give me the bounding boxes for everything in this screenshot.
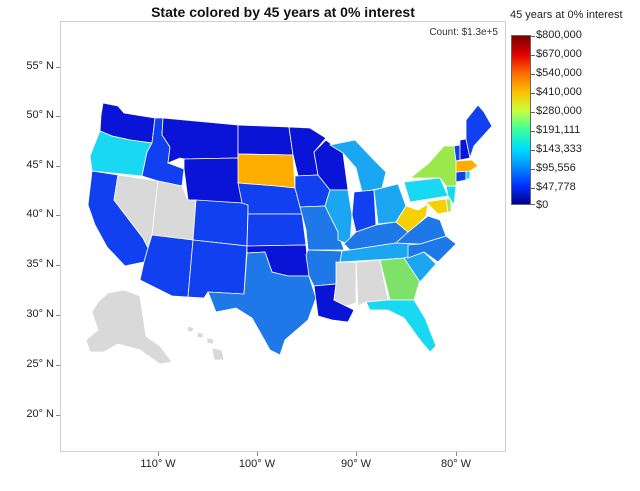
legend-tick-label: $47,778	[536, 181, 576, 193]
lat-tick	[56, 215, 60, 216]
state-florida	[365, 299, 437, 353]
lat-label-50: 50° N	[26, 109, 54, 121]
count-label: Count: $1.3e+5	[429, 27, 498, 38]
state-wyoming	[183, 157, 243, 204]
lon-label-110: 110° W	[140, 458, 176, 470]
legend-tick	[531, 150, 535, 151]
state-south-dakota	[237, 153, 296, 189]
state-georgia	[379, 257, 421, 301]
state-pennsylvania	[403, 177, 449, 203]
state-colorado	[192, 199, 249, 247]
lon-tick	[356, 452, 357, 456]
lon-label-80: 80° W	[440, 458, 472, 470]
lon-tick	[257, 452, 258, 456]
legend-tick	[531, 112, 535, 113]
lat-tick	[56, 415, 60, 416]
legend-tick-label: $143,333	[536, 143, 582, 155]
legend-tick-label: $540,000	[536, 67, 582, 79]
legend-tick	[531, 131, 535, 132]
legend-title: 45 years at 0% interest	[510, 9, 623, 21]
lat-tick	[56, 166, 60, 167]
legend-tick	[531, 169, 535, 170]
state-new-mexico	[187, 239, 248, 299]
lat-tick	[56, 67, 60, 68]
state-maryland	[425, 198, 449, 215]
legend-tick-label: $0	[536, 199, 549, 211]
legend-tick-label: $191,111	[536, 124, 581, 136]
lon-label-100: 100° W	[238, 458, 276, 470]
legend-tick	[531, 204, 535, 205]
lat-tick	[56, 315, 60, 316]
state-illinois	[324, 189, 353, 246]
state-north-dakota	[237, 124, 294, 156]
state-nebraska	[237, 182, 303, 215]
lat-label-20: 20° N	[26, 408, 54, 420]
legend-tick	[531, 188, 535, 189]
state-montana	[161, 117, 239, 164]
state-hawaii	[186, 325, 225, 361]
lat-label-35: 35° N	[26, 258, 54, 270]
state-maine	[465, 104, 493, 160]
lat-label-30: 30° N	[26, 308, 54, 320]
state-alaska	[85, 289, 173, 365]
legend-tick	[531, 36, 535, 37]
state-rhode-island	[465, 170, 471, 181]
lon-tick	[158, 452, 159, 456]
legend-tick-label: $95,556	[536, 162, 576, 174]
state-kansas	[246, 213, 307, 247]
state-mississippi	[333, 261, 357, 307]
legend-tick-label: $670,000	[536, 48, 582, 60]
legend-tick	[531, 74, 535, 75]
state-connecticut	[455, 170, 467, 183]
state-massachusetts	[455, 159, 479, 173]
legend-tick-label: $800,000	[536, 29, 582, 41]
lat-tick	[56, 116, 60, 117]
map-title: State colored by 45 years at 0% interest	[151, 4, 415, 20]
legend-tick	[531, 93, 535, 94]
legend-tick-label: $280,000	[536, 105, 582, 117]
state-indiana	[351, 189, 377, 233]
lat-label-45: 45° N	[26, 159, 54, 171]
state-texas	[207, 251, 317, 356]
lat-label-25: 25° N	[26, 358, 54, 370]
state-delaware	[445, 198, 452, 213]
lon-label-90: 90° W	[340, 458, 372, 470]
state-west-virginia	[395, 203, 429, 233]
lat-label-55: 55° N	[26, 60, 54, 72]
legend-tick-label: $410,000	[536, 86, 582, 98]
lat-label-40: 40° N	[26, 208, 54, 220]
legend-tick	[531, 55, 535, 56]
lon-tick	[456, 452, 457, 456]
legend-color-bar	[511, 35, 531, 205]
lat-tick	[56, 265, 60, 266]
lat-tick	[56, 365, 60, 366]
